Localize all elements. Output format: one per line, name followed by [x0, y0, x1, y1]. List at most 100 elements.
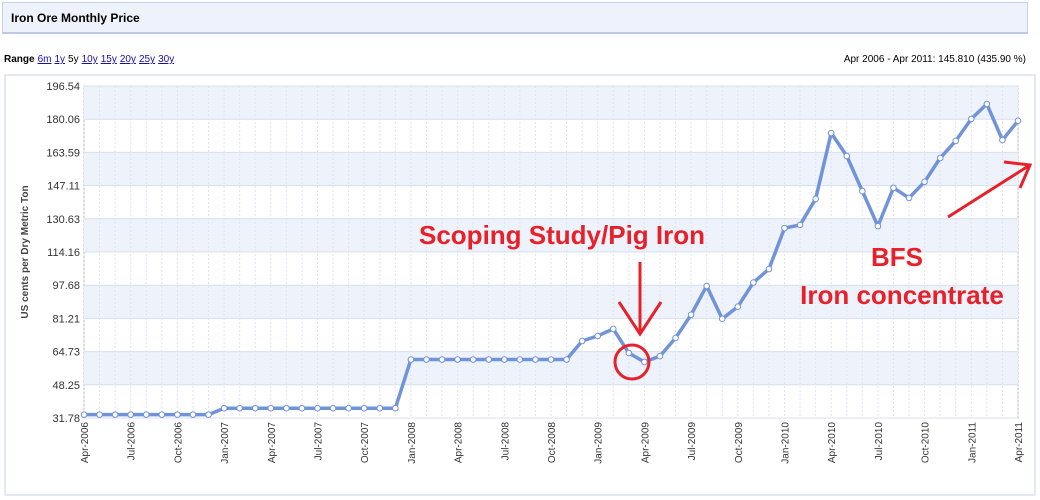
- data-point: [251, 404, 259, 412]
- y-tick-label: 180.06: [46, 114, 80, 126]
- arrow-shaft: [947, 163, 1031, 219]
- range-option[interactable]: 15y: [100, 54, 117, 65]
- range-option[interactable]: 10y: [81, 54, 98, 65]
- data-point: [594, 332, 602, 340]
- data-point: [781, 224, 788, 232]
- data-point: [936, 154, 944, 162]
- range-bar: Range 6m 1y 5y 10y 15y 20y 25y 30y Apr 2006 - Ap…: [4, 54, 1030, 65]
- data-point: [127, 411, 134, 418]
- data-point: [547, 356, 555, 363]
- data-point: [360, 404, 368, 412]
- data-point: [329, 404, 337, 412]
- data-point: [454, 356, 461, 363]
- data-point: [142, 411, 150, 418]
- data-point: [298, 404, 306, 412]
- data-point: [1014, 117, 1022, 125]
- data-point: [376, 404, 384, 412]
- range-summary: Apr 2006 - Apr 2011: 145.810 (435.90 %): [843, 54, 1026, 65]
- y-tick-label: 48.25: [52, 380, 80, 392]
- data-point: [843, 152, 851, 160]
- data-point: [796, 221, 804, 229]
- data-point: [952, 137, 960, 145]
- data-point: [656, 352, 664, 360]
- data-point: [236, 404, 243, 412]
- data-point: [718, 315, 726, 323]
- data-point: [703, 282, 710, 290]
- data-point: [609, 325, 617, 333]
- range-option[interactable]: 1y: [54, 54, 66, 65]
- data-point: [563, 356, 570, 363]
- data-point: [174, 411, 181, 418]
- data-point: [407, 356, 415, 363]
- annotation: Iron concentrate: [800, 280, 1004, 310]
- arrow-head: [1003, 160, 1033, 189]
- range-option[interactable]: 30y: [158, 54, 175, 65]
- range-label: Range: [4, 54, 35, 65]
- page-title: Iron Ore Monthly Price: [11, 11, 140, 25]
- data-point: [827, 129, 835, 137]
- data-point: [750, 279, 757, 286]
- x-tick-label: Oct-2009: [734, 422, 745, 464]
- x-tick-label: Jan-2011: [967, 422, 978, 463]
- data-point: [501, 356, 508, 363]
- x-tick-label: Oct-2010: [921, 422, 932, 464]
- data-point: [874, 222, 882, 230]
- data-point: [687, 311, 695, 319]
- range-option: 5y: [68, 54, 79, 65]
- y-tick-label: 97.68: [52, 280, 80, 292]
- data-point: [859, 187, 866, 195]
- x-tick-label: Apr-2011: [1014, 422, 1025, 463]
- chart-frame: [4, 74, 1036, 496]
- range-option[interactable]: 20y: [119, 54, 136, 65]
- data-point: [890, 184, 897, 192]
- y-tick-label: 196.54: [46, 81, 80, 93]
- x-tick-label: Apr-2007: [267, 422, 278, 464]
- x-tick-label: Jul-2006: [127, 422, 138, 461]
- data-point: [80, 411, 88, 418]
- data-point: [438, 356, 446, 363]
- x-tick-label: Apr-2008: [454, 422, 465, 464]
- range-options: 6m 1y 5y 10y 15y 20y 25y 30y: [38, 54, 178, 65]
- data-point: [485, 356, 493, 363]
- data-point: [423, 356, 430, 363]
- annotation: BFS: [871, 242, 923, 272]
- data-point: [672, 334, 679, 342]
- data-point: [765, 265, 773, 273]
- x-tick-label: Apr-2010: [827, 422, 838, 464]
- y-tick-label: 114.16: [47, 247, 80, 259]
- range-option[interactable]: 6m: [37, 54, 52, 65]
- data-point: [158, 411, 166, 418]
- data-point: [283, 404, 290, 412]
- x-tick-label: Jan-2009: [594, 422, 605, 464]
- x-tick-label: Jan-2007: [220, 422, 231, 464]
- x-tick-label: Apr-2009: [640, 422, 651, 464]
- y-tick-label: 81.21: [52, 313, 80, 325]
- y-tick-label: 31.78: [52, 413, 80, 425]
- data-point: [189, 411, 197, 418]
- data-point: [314, 404, 321, 412]
- data-point: [345, 404, 352, 412]
- data-point: [96, 411, 103, 418]
- y-tick-label: 64.73: [52, 347, 80, 359]
- data-point: [999, 136, 1006, 144]
- data-point: [578, 337, 586, 345]
- y-axis-title: US cents per Dry Metric Ton: [20, 185, 31, 318]
- x-tick-label: Jul-2009: [687, 422, 698, 461]
- data-point: [532, 356, 539, 363]
- title-bar: Iron Ore Monthly Price: [2, 2, 1028, 34]
- grid-band: [84, 152, 1018, 186]
- data-point: [968, 115, 975, 123]
- data-point: [905, 194, 913, 202]
- data-point: [921, 178, 928, 186]
- y-tick-label: 147.11: [47, 181, 80, 193]
- x-tick-label: Jul-2007: [314, 422, 325, 461]
- range-option[interactable]: 25y: [138, 54, 156, 65]
- arrow-head: [617, 301, 663, 337]
- annotation: Scoping Study/Pig Iron: [419, 220, 705, 250]
- data-point: [392, 404, 399, 412]
- data-point: [267, 404, 275, 412]
- x-tick-label: Apr-2006: [80, 422, 91, 464]
- data-point: [111, 411, 119, 418]
